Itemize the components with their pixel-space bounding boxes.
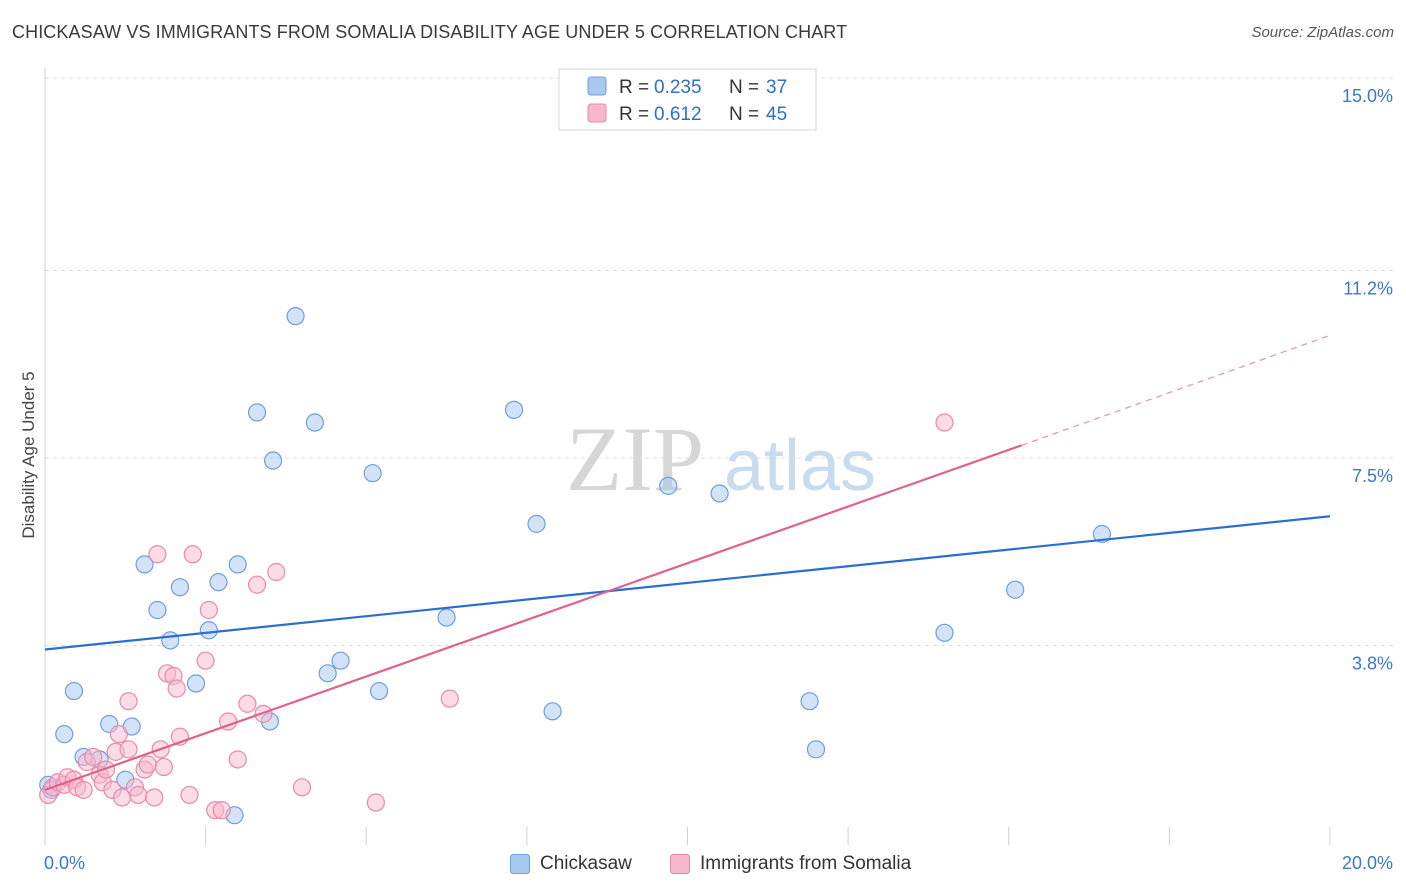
somalia-trend-extension bbox=[1021, 334, 1331, 446]
somalia-point bbox=[199, 600, 218, 620]
somalia-point bbox=[292, 778, 312, 797]
chickasaw-point bbox=[1092, 524, 1112, 544]
chickasaw-point bbox=[331, 651, 350, 670]
legend-item-somalia: Immigrants from Somalia bbox=[670, 853, 911, 875]
chickasaw-point bbox=[710, 484, 729, 503]
top-legend: R = 0.235 N = 37 R = 0.612 N = 45 bbox=[558, 68, 817, 131]
chickasaw-point bbox=[1006, 580, 1025, 599]
chickasaw-point bbox=[186, 674, 206, 693]
legend-swatch-somalia bbox=[670, 854, 690, 874]
somalia-point bbox=[935, 413, 954, 432]
top-legend-n-value: 45 bbox=[766, 104, 787, 125]
x-tick-label: 0.0% bbox=[44, 853, 85, 873]
chickasaw-point bbox=[209, 573, 228, 592]
somalia-point bbox=[228, 750, 247, 769]
chickasaw-point bbox=[161, 631, 180, 650]
chickasaw-point bbox=[228, 555, 247, 574]
watermark-atlas: atlas bbox=[724, 426, 876, 506]
y-tick-label: 7.5% bbox=[1352, 466, 1393, 486]
somalia-point bbox=[145, 788, 164, 807]
trend-lines bbox=[44, 334, 1331, 791]
chickasaw-point bbox=[247, 403, 267, 422]
somalia-point bbox=[96, 760, 116, 779]
chickasaw-point bbox=[437, 608, 456, 627]
somalia-point bbox=[138, 755, 157, 774]
top-legend-r-label: R = bbox=[619, 77, 649, 98]
chickasaw-point bbox=[370, 681, 389, 701]
chickasaw-point bbox=[199, 621, 218, 640]
top-legend-swatch bbox=[587, 103, 607, 123]
somalia-point bbox=[247, 575, 267, 594]
somalia-trend-line bbox=[44, 444, 1022, 791]
chickasaw-point bbox=[504, 400, 524, 419]
somalia-point bbox=[74, 780, 93, 799]
somalia-point bbox=[183, 545, 202, 564]
somalia-point bbox=[109, 725, 128, 744]
legend-label-chickasaw: Chickasaw bbox=[540, 853, 632, 874]
somalia-point bbox=[84, 747, 103, 767]
somalia-point bbox=[119, 692, 138, 711]
somalia-point bbox=[180, 785, 199, 805]
axes: 3.8% 7.5% 11.2% 15.0% 0.0% 20.0% bbox=[44, 68, 1393, 873]
grid bbox=[45, 77, 1395, 646]
chickasaw-point bbox=[148, 600, 167, 620]
top-legend-n-label: N = bbox=[729, 77, 759, 98]
chickasaw-point bbox=[527, 514, 546, 533]
chickasaw-point bbox=[318, 664, 337, 683]
watermark: ZIP atlas bbox=[566, 408, 876, 510]
legend-item-chickasaw: Chickasaw bbox=[510, 853, 632, 875]
chickasaw-point bbox=[659, 476, 678, 495]
chickasaw-point bbox=[543, 702, 562, 721]
legend-swatch-chickasaw bbox=[510, 854, 530, 874]
chickasaw-point bbox=[286, 307, 305, 326]
top-legend-r-value: 0.612 bbox=[654, 104, 702, 125]
chart-title: CHICKASAW VS IMMIGRANTS FROM SOMALIA DIS… bbox=[12, 22, 848, 42]
chickasaw-point bbox=[806, 740, 826, 759]
somalia-point bbox=[267, 562, 286, 582]
source-label: Source: ZipAtlas.com bbox=[1251, 24, 1394, 41]
chickasaw-point bbox=[170, 578, 190, 597]
somalia-point bbox=[366, 793, 385, 812]
somalia-point bbox=[196, 651, 215, 670]
top-legend-r-label: R = bbox=[619, 104, 649, 125]
chickasaw-point bbox=[363, 464, 382, 483]
somalia-point bbox=[148, 545, 167, 564]
y-tick-label: 11.2% bbox=[1343, 279, 1393, 299]
somalia-point bbox=[129, 785, 148, 805]
top-legend-r-value: 0.235 bbox=[654, 77, 702, 98]
somalia-point bbox=[154, 757, 173, 777]
x-tick-label: 20.0% bbox=[1342, 853, 1393, 873]
chickasaw-point bbox=[64, 681, 84, 701]
chickasaw-trend-line bbox=[44, 515, 1331, 651]
legend-label-somalia: Immigrants from Somalia bbox=[700, 853, 912, 874]
chickasaw-point bbox=[135, 555, 154, 574]
chickasaw-point bbox=[935, 623, 954, 642]
somalia-point bbox=[238, 694, 257, 713]
top-legend-swatch bbox=[587, 76, 607, 96]
y-tick-label: 3.8% bbox=[1352, 653, 1393, 673]
top-legend-n-label: N = bbox=[729, 104, 759, 125]
top-legend-n-value: 37 bbox=[766, 77, 787, 98]
chickasaw-point bbox=[305, 413, 324, 432]
somalia-point bbox=[212, 801, 231, 820]
y-tick-label: 15.0% bbox=[1342, 86, 1393, 106]
watermark-zip: ZIP bbox=[566, 408, 704, 510]
chickasaw-point bbox=[800, 692, 819, 711]
bottom-legend: Chickasaw Immigrants from Somalia bbox=[0, 850, 1406, 880]
somalia-point bbox=[167, 679, 186, 698]
chickasaw-point bbox=[55, 725, 74, 744]
chickasaw-point bbox=[263, 451, 283, 470]
y-axis-label: Disability Age Under 5 bbox=[19, 371, 38, 538]
somalia-point bbox=[440, 689, 459, 708]
somalia-point bbox=[119, 740, 138, 759]
points bbox=[39, 307, 1112, 825]
